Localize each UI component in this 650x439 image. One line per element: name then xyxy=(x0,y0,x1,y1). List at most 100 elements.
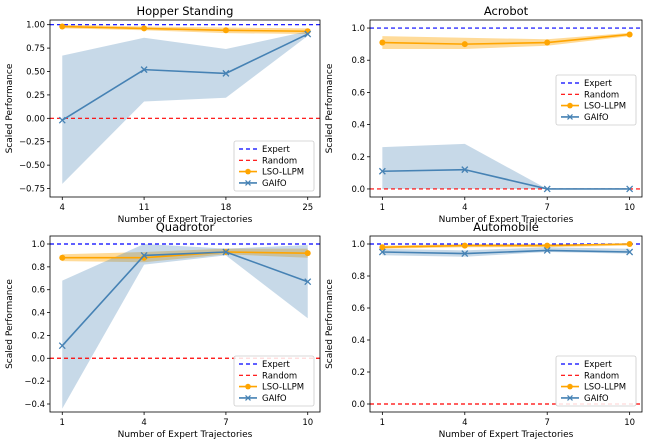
chart-panel-4: Automobile Number of Expert Trajectories S… xyxy=(325,220,643,439)
y-tick-label: 0.6 xyxy=(351,304,365,314)
gaifo-point-stroke xyxy=(543,246,551,254)
x-tick-label: 10 xyxy=(624,203,635,213)
gaifo-point xyxy=(378,248,386,256)
y-tick-label: 0.4 xyxy=(351,121,365,131)
x-tick-label: 7 xyxy=(223,418,228,428)
lso-llpm-point xyxy=(544,39,551,46)
legend-item-expert: Expert xyxy=(239,145,291,155)
lso-llpm-line xyxy=(382,33,630,45)
y-tick-label: 0.50 xyxy=(26,68,45,78)
legend-item-random: Random xyxy=(239,371,297,381)
gaifo-band xyxy=(62,31,308,184)
lso-llpm-point xyxy=(304,250,311,257)
y-tick-label: 1.0 xyxy=(31,240,45,250)
legend-item-lso-llpm: LSO-LLPM xyxy=(239,383,304,393)
y-axis-label: Scaled Performance xyxy=(5,279,15,369)
legend-label: Expert xyxy=(262,145,291,155)
legend-label: LSO-LLPM xyxy=(262,168,304,178)
legend-item-random: Random xyxy=(561,371,619,381)
legend-box xyxy=(555,74,637,126)
gaifo-point xyxy=(58,116,66,124)
legend-item-expert: Expert xyxy=(561,360,613,370)
gaifo-line xyxy=(61,251,309,347)
legend-item-expert: Expert xyxy=(239,360,291,370)
x-tick-label: 7 xyxy=(545,418,550,428)
x-tick-label: 18 xyxy=(220,203,231,213)
legend-item-random: Random xyxy=(561,90,619,100)
plot-frame xyxy=(49,19,321,198)
legend-box xyxy=(233,140,315,192)
y-tick-label: 0.0 xyxy=(351,400,365,410)
lso-llpm-point xyxy=(626,241,633,247)
legend-item-gaifo: GAIfO xyxy=(239,394,287,404)
gaifo-point-stroke xyxy=(304,278,312,286)
lso-llpm-point xyxy=(59,254,66,261)
chart-panel-2: Acrobot Number of Expert Trajectories Scal… xyxy=(325,4,643,225)
gaifo-point xyxy=(378,167,386,175)
y-tick-label: −0.2 xyxy=(24,377,45,387)
legend-item-expert: Expert xyxy=(561,79,613,89)
legend-item-random: Random xyxy=(239,156,297,166)
y-tick-label: 0.6 xyxy=(31,286,45,296)
legend-label: GAIfO xyxy=(584,394,609,404)
gaifo-point-stroke xyxy=(461,250,469,258)
chart-panel-1: Hopper Standing Number of Expert Trajecto… xyxy=(5,4,321,225)
y-tick-label: 1.0 xyxy=(351,24,365,34)
gaifo-point-stroke xyxy=(140,251,148,259)
legend-item-lso-llpm: LSO-LLPM xyxy=(561,383,626,393)
lso-llpm-point xyxy=(379,39,386,46)
x-tick-label: 11 xyxy=(139,203,150,213)
plot-frame xyxy=(369,19,643,198)
lso-llpm-point xyxy=(461,41,468,48)
y-axis-label: Scaled Performance xyxy=(5,63,15,153)
legend-marker xyxy=(245,394,251,401)
legend-marker xyxy=(245,168,251,175)
y-axis-label: Scaled Performance xyxy=(325,279,335,369)
legend-marker xyxy=(567,394,573,401)
legend-item-gaifo: GAIfO xyxy=(561,113,609,123)
chart-panel-3: Quadrotor Number of Expert Trajectories Sc… xyxy=(5,220,321,439)
legend-item-lso-llpm: LSO-LLPM xyxy=(239,168,304,178)
lso-llpm-point xyxy=(222,27,229,34)
lso-llpm-line xyxy=(62,251,308,259)
gaifo-point-stroke xyxy=(378,167,386,175)
gaifo-line xyxy=(61,33,309,121)
x-axis-label: Number of Expert Trajectories xyxy=(439,215,574,225)
legend-label: Random xyxy=(262,156,297,166)
legend-label: Expert xyxy=(262,360,291,370)
legend-label: LSO-LLPM xyxy=(262,383,304,393)
x-tick-label: 1 xyxy=(380,203,385,213)
legend-label: Random xyxy=(584,371,619,381)
legend-marker xyxy=(245,383,251,390)
gaifo-point xyxy=(461,166,469,174)
y-tick-label: 1.00 xyxy=(26,21,45,31)
gaifo-point-stroke xyxy=(378,248,386,256)
x-tick-label: 4 xyxy=(141,418,146,428)
legend-item-gaifo: GAIfO xyxy=(239,179,287,189)
gaifo-line xyxy=(382,168,630,190)
gaifo-point-stroke xyxy=(626,248,634,256)
chart-title: Hopper Standing xyxy=(137,4,234,18)
x-tick-label: 1 xyxy=(380,418,385,428)
chart-title: Automobile xyxy=(473,220,539,234)
legend-marker xyxy=(567,113,573,120)
y-tick-label: −0.50 xyxy=(19,161,45,171)
y-tick-label: 0.6 xyxy=(351,88,365,98)
lso-llpm-line xyxy=(62,25,308,33)
gaifo-point-stroke xyxy=(140,66,148,74)
gaifo-point-stroke xyxy=(222,248,230,256)
lso-llpm-point xyxy=(379,244,386,251)
legend-label: Random xyxy=(584,90,619,100)
x-tick-label: 10 xyxy=(624,418,635,428)
x-tick-label: 10 xyxy=(302,418,313,428)
y-tick-label: 0.8 xyxy=(31,263,45,273)
gaifo-point xyxy=(626,185,634,193)
y-tick-label: 0.2 xyxy=(31,331,45,341)
y-tick-label: −0.75 xyxy=(19,185,45,195)
gaifo-point-stroke xyxy=(626,185,634,193)
